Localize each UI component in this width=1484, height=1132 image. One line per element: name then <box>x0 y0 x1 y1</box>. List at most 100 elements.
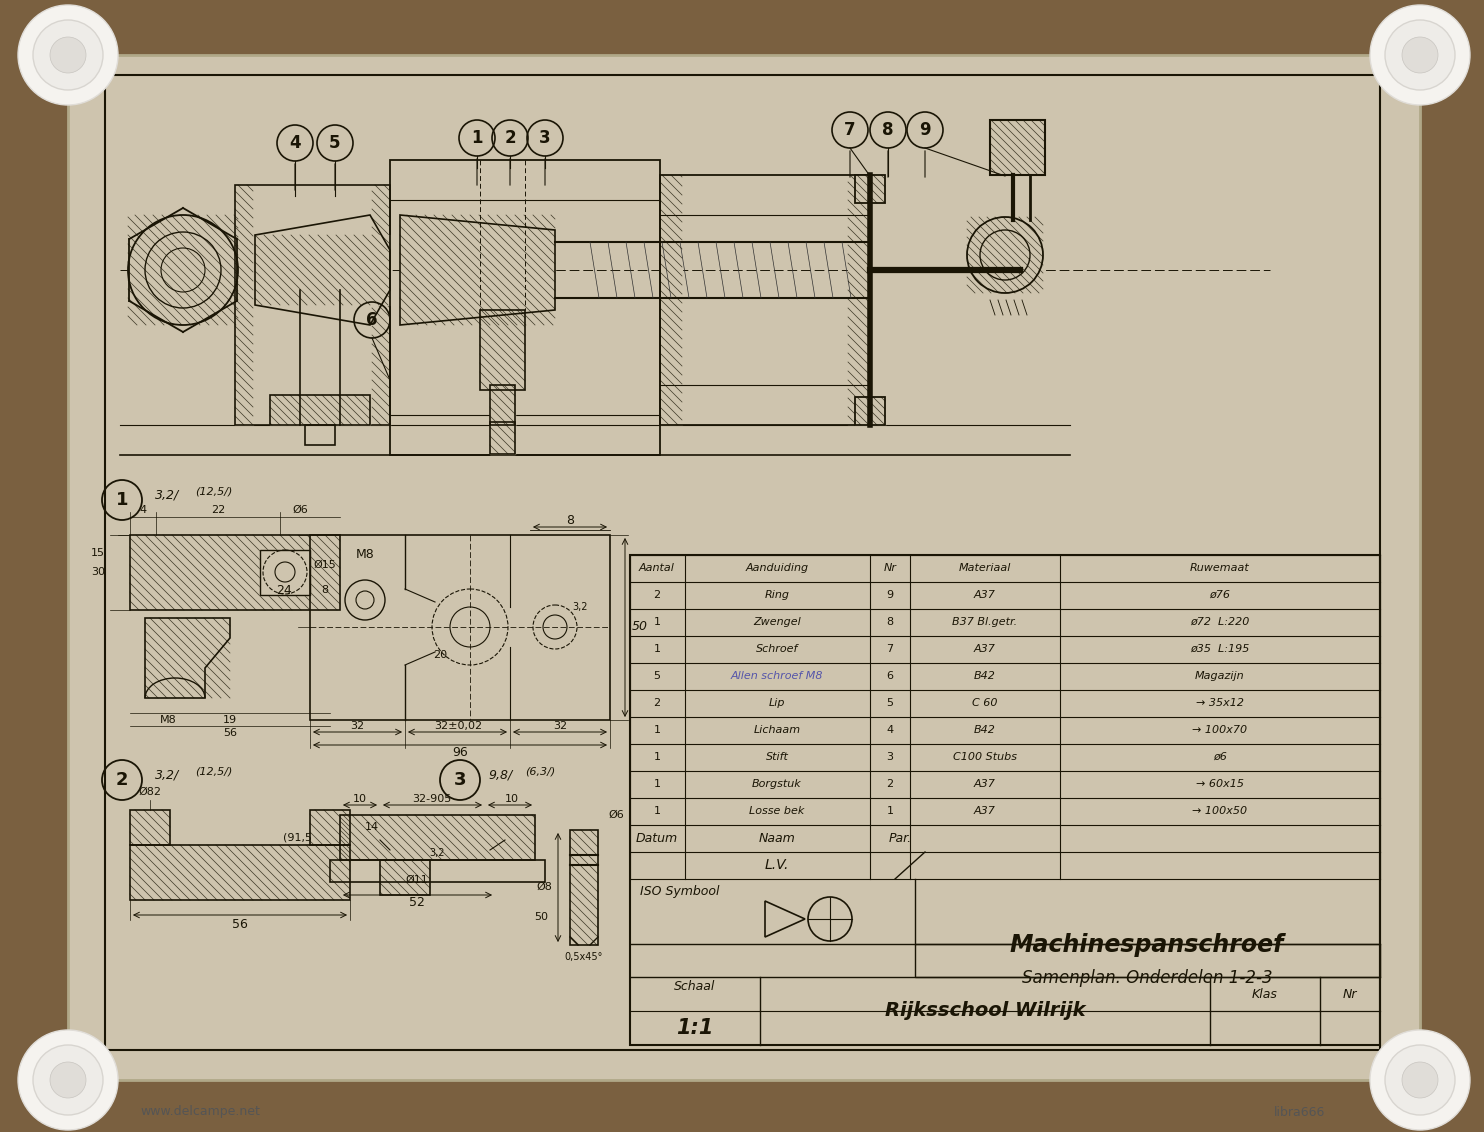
Text: 3,2: 3,2 <box>573 602 588 612</box>
Text: 5: 5 <box>886 698 893 708</box>
Polygon shape <box>128 215 237 325</box>
Circle shape <box>33 1045 102 1115</box>
Text: Nr: Nr <box>883 563 896 573</box>
Text: 3: 3 <box>454 771 466 789</box>
Text: M8: M8 <box>160 715 177 724</box>
Text: 56: 56 <box>223 728 237 738</box>
Text: Losse bek: Losse bek <box>749 806 804 816</box>
Text: Klas: Klas <box>1252 987 1278 1001</box>
Text: Ø15: Ø15 <box>313 560 337 571</box>
Text: 9: 9 <box>919 121 930 139</box>
Text: 8: 8 <box>565 514 574 526</box>
Text: B37 Bl.getr.: B37 Bl.getr. <box>953 617 1018 627</box>
Text: → 100x70: → 100x70 <box>1193 724 1248 735</box>
Text: 24: 24 <box>276 583 292 597</box>
Text: Ø6: Ø6 <box>608 811 623 820</box>
Text: (6,3/): (6,3/) <box>525 767 555 777</box>
Text: Aantal: Aantal <box>640 563 675 573</box>
Text: M8: M8 <box>356 549 374 561</box>
Polygon shape <box>660 175 683 424</box>
Text: 5: 5 <box>653 671 660 681</box>
Circle shape <box>1402 1062 1438 1098</box>
Text: → 100x50: → 100x50 <box>1193 806 1248 816</box>
Text: libra666: libra666 <box>1275 1106 1325 1118</box>
Polygon shape <box>855 397 884 424</box>
Text: 5: 5 <box>329 134 341 152</box>
Text: A37: A37 <box>974 806 996 816</box>
Text: Allen schroef M8: Allen schroef M8 <box>730 671 824 681</box>
Polygon shape <box>968 217 1043 293</box>
Circle shape <box>50 37 86 72</box>
Text: 3,2: 3,2 <box>429 848 445 858</box>
Text: 1:1: 1:1 <box>677 1018 714 1038</box>
Text: Ø8: Ø8 <box>536 882 552 892</box>
Text: Nr: Nr <box>1343 987 1358 1001</box>
Text: 4: 4 <box>886 724 893 735</box>
Text: 7: 7 <box>844 121 856 139</box>
Circle shape <box>50 1062 86 1098</box>
Text: Materiaal: Materiaal <box>959 563 1011 573</box>
Polygon shape <box>401 215 555 325</box>
Text: B42: B42 <box>974 724 996 735</box>
Text: L.V.: L.V. <box>764 858 789 872</box>
Text: → 35x12: → 35x12 <box>1196 698 1244 708</box>
Text: 1: 1 <box>653 806 660 816</box>
Text: Datum: Datum <box>637 832 678 844</box>
Polygon shape <box>847 175 870 424</box>
Circle shape <box>1385 1045 1454 1115</box>
Text: 96: 96 <box>453 746 467 758</box>
Text: Samenplan. Onderdelen 1-2-3: Samenplan. Onderdelen 1-2-3 <box>1021 969 1272 987</box>
Text: 2: 2 <box>886 779 893 789</box>
Text: Rijksschool Wilrijk: Rijksschool Wilrijk <box>884 1002 1085 1021</box>
Polygon shape <box>234 185 252 424</box>
Text: 1: 1 <box>472 129 482 147</box>
Text: Zwengel: Zwengel <box>752 617 801 627</box>
Text: Stift: Stift <box>766 752 788 762</box>
Polygon shape <box>145 618 230 698</box>
Text: 1: 1 <box>653 617 660 627</box>
Circle shape <box>1385 20 1454 91</box>
Text: 9,8/: 9,8/ <box>488 769 512 781</box>
Text: 1: 1 <box>653 779 660 789</box>
Text: 32: 32 <box>350 721 364 731</box>
Text: 1: 1 <box>116 491 128 509</box>
Circle shape <box>1402 37 1438 72</box>
Polygon shape <box>270 395 370 424</box>
Text: C100 Stubs: C100 Stubs <box>953 752 1017 762</box>
Polygon shape <box>490 385 515 424</box>
Text: 1: 1 <box>886 806 893 816</box>
Text: Ring: Ring <box>764 590 789 600</box>
Text: 32±0,02: 32±0,02 <box>433 721 482 731</box>
Polygon shape <box>479 310 525 391</box>
Text: Machinespanschroef: Machinespanschroef <box>1009 933 1284 957</box>
Text: Magazijn: Magazijn <box>1195 671 1245 681</box>
Text: 20: 20 <box>433 650 447 660</box>
Text: A37: A37 <box>974 779 996 789</box>
Text: 3,2/: 3,2/ <box>154 489 180 501</box>
Polygon shape <box>131 811 171 844</box>
Text: 56: 56 <box>232 918 248 932</box>
Polygon shape <box>570 830 598 945</box>
Text: Lichaam: Lichaam <box>754 724 800 735</box>
Text: 32-905: 32-905 <box>413 794 451 804</box>
Text: Schroef: Schroef <box>755 644 798 654</box>
Text: Aanduiding: Aanduiding <box>745 563 809 573</box>
Text: Naam: Naam <box>758 832 795 844</box>
Polygon shape <box>372 185 390 424</box>
Text: ø72  L:220: ø72 L:220 <box>1190 617 1250 627</box>
Text: 3: 3 <box>539 129 551 147</box>
Polygon shape <box>131 844 350 900</box>
Text: www.delcampe.net: www.delcampe.net <box>139 1106 260 1118</box>
Polygon shape <box>340 815 536 860</box>
Text: 2: 2 <box>653 698 660 708</box>
Polygon shape <box>310 811 350 844</box>
Text: 3: 3 <box>886 752 893 762</box>
Polygon shape <box>855 175 884 203</box>
Text: Ø82: Ø82 <box>138 787 162 797</box>
Text: (12,5/): (12,5/) <box>194 487 233 497</box>
Text: 1: 1 <box>653 644 660 654</box>
Text: A37: A37 <box>974 590 996 600</box>
Text: 10: 10 <box>353 794 367 804</box>
Text: 2: 2 <box>505 129 516 147</box>
Text: Schaal: Schaal <box>674 980 715 994</box>
